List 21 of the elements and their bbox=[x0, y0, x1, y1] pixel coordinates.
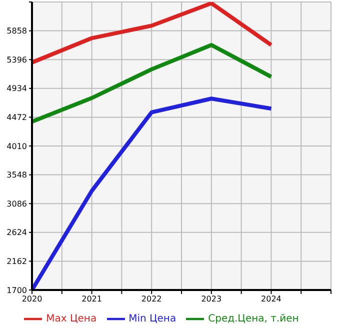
x-tick-label: 2021 bbox=[82, 294, 102, 304]
line-series bbox=[32, 43, 274, 124]
y-tick-label: 2624 bbox=[6, 228, 27, 238]
line-series bbox=[32, 2, 274, 64]
x-tick-label: 2023 bbox=[201, 294, 222, 304]
y-tick-label: 3086 bbox=[6, 199, 27, 208]
y-tick-label: 2162 bbox=[6, 257, 27, 266]
legend-label: Max Цена bbox=[46, 314, 97, 325]
x-tick-label: 2024 bbox=[261, 294, 282, 304]
x-tick-label: 2022 bbox=[141, 294, 162, 304]
y-tick-label: 5858 bbox=[6, 26, 27, 36]
legend-label: Сред.Цена, т.йен bbox=[208, 314, 299, 325]
y-tick-label: 4010 bbox=[6, 142, 27, 151]
line-series bbox=[32, 96, 274, 290]
y-tick-label: 5396 bbox=[6, 55, 27, 64]
y-tick-label: 4472 bbox=[6, 113, 27, 122]
y-tick-label: 1700 bbox=[6, 286, 27, 295]
x-tick-label: 2020 bbox=[22, 294, 42, 304]
y-tick-label: 4934 bbox=[6, 84, 27, 94]
y-tick-label: 3548 bbox=[6, 170, 27, 180]
legend-label: Min Цена bbox=[128, 314, 176, 325]
